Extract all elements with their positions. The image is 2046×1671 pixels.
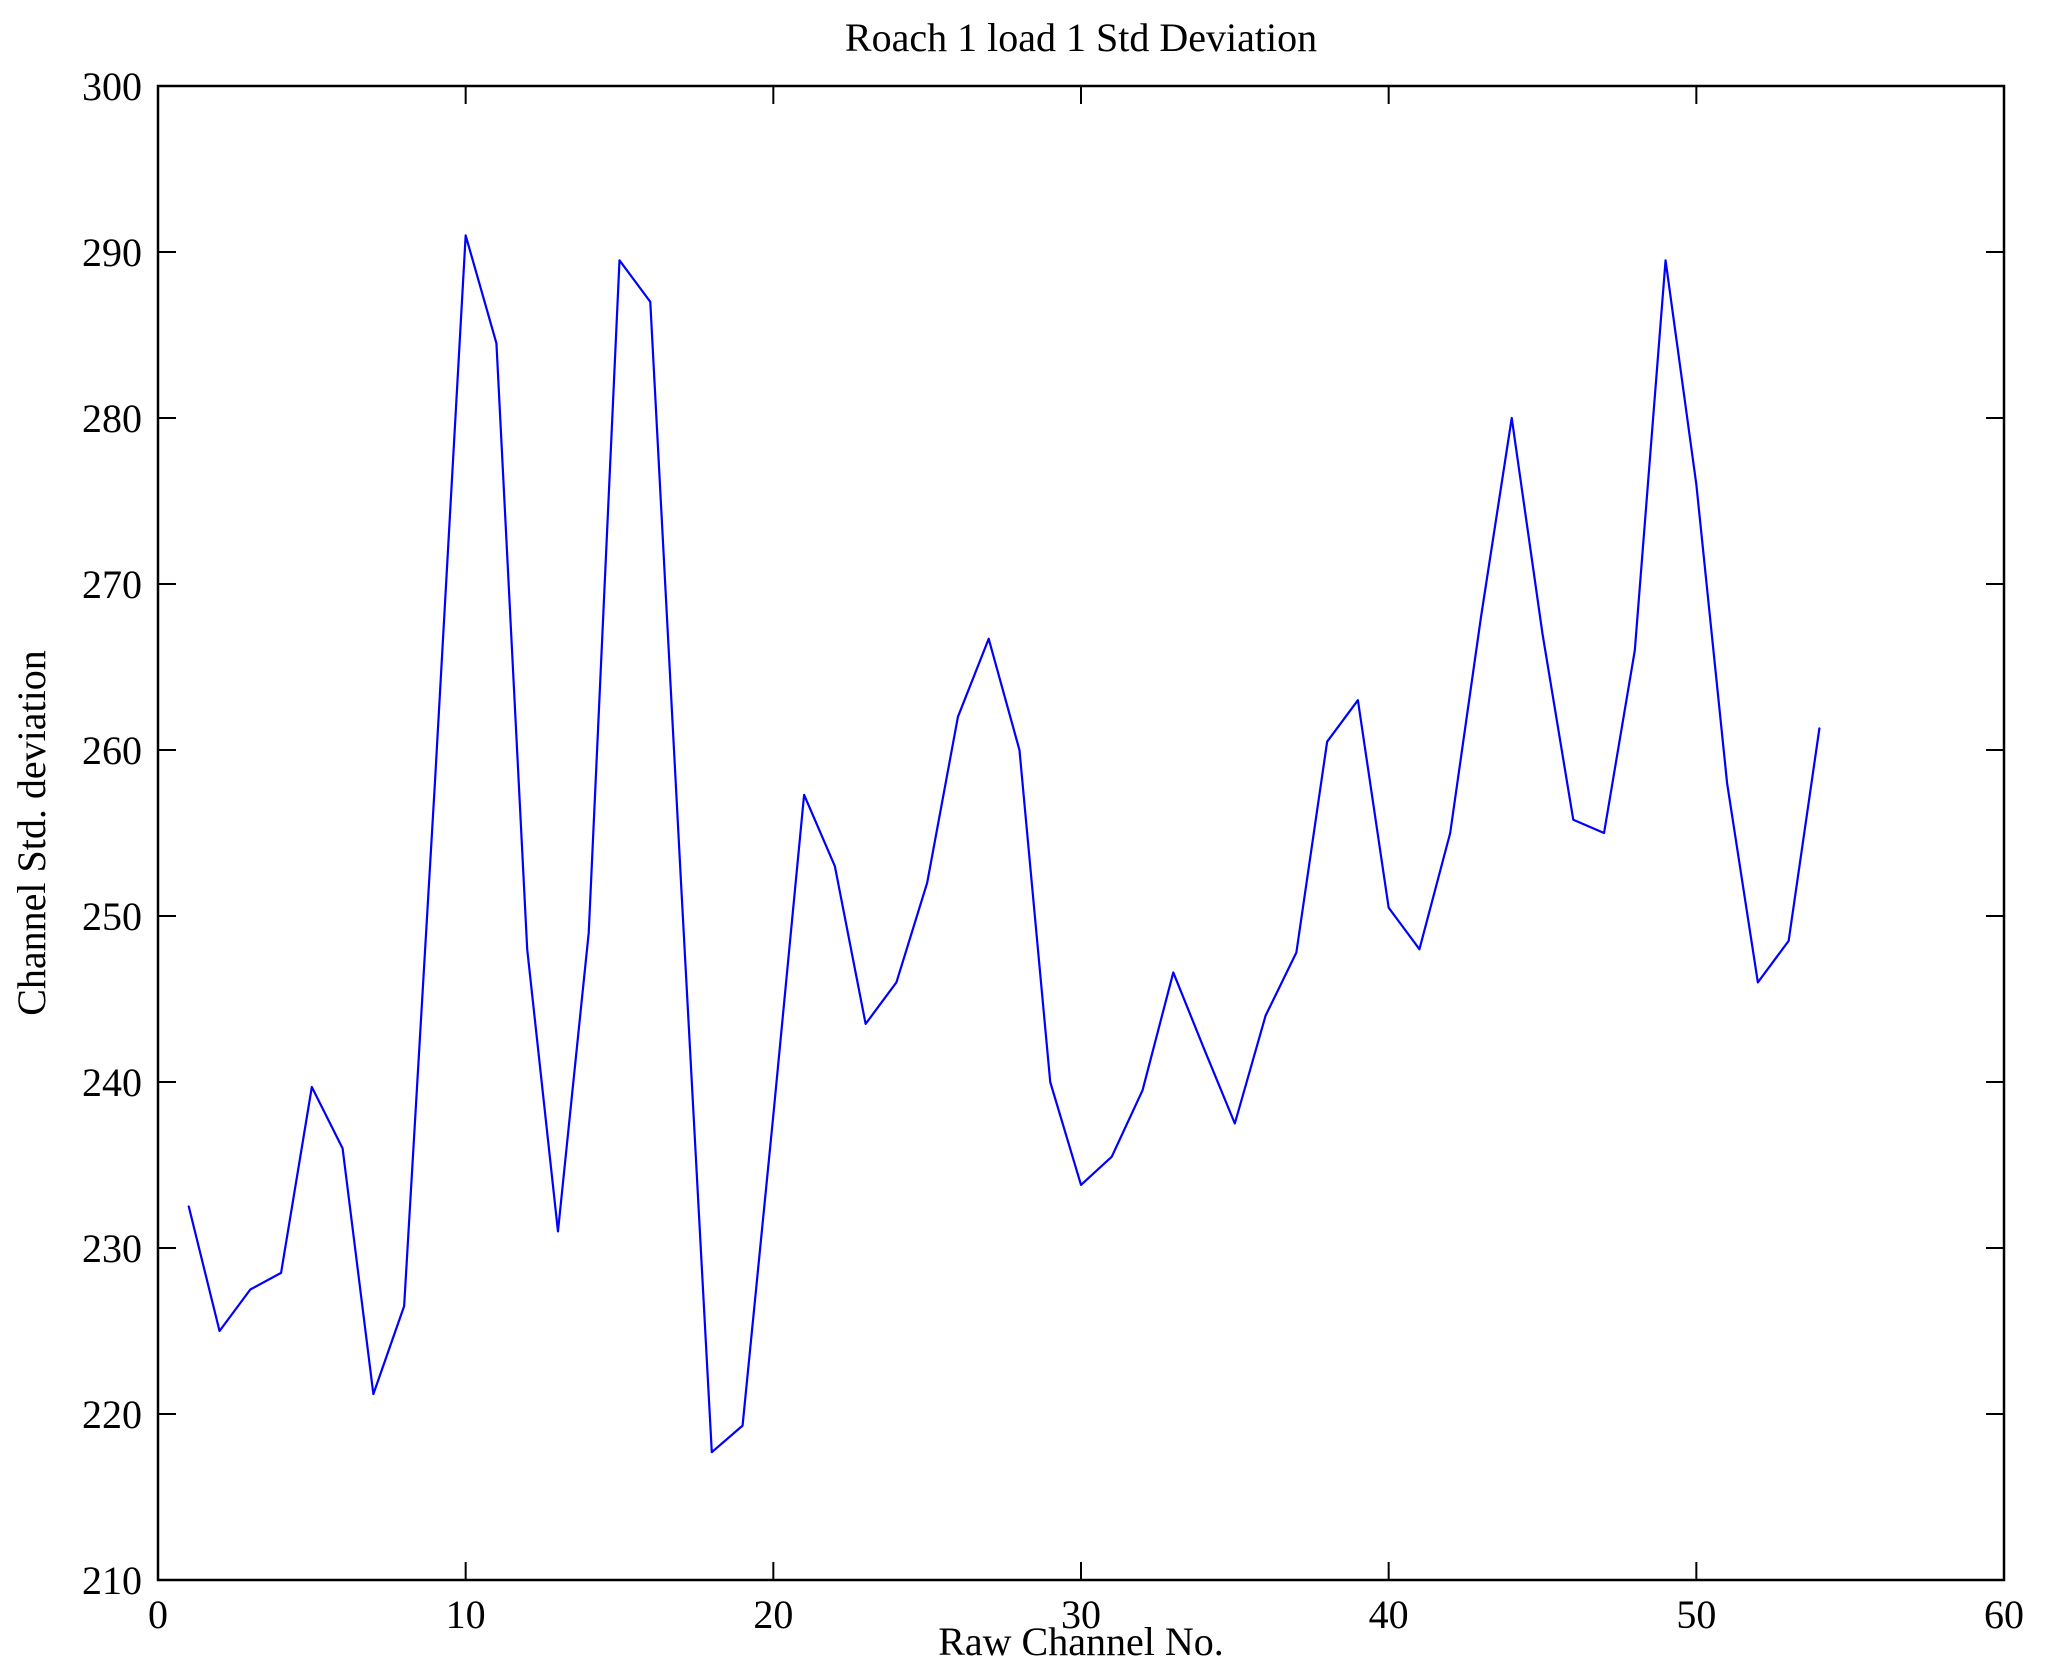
y-tick-label: 280 bbox=[82, 396, 142, 441]
y-tick-label: 270 bbox=[82, 562, 142, 607]
plot-frame bbox=[156, 84, 2006, 1582]
x-tick-label: 10 bbox=[446, 1592, 486, 1637]
y-tick-label: 300 bbox=[82, 64, 142, 109]
x-tick-label: 30 bbox=[1061, 1592, 1101, 1637]
x-tick-label: 20 bbox=[753, 1592, 793, 1637]
y-tick-label: 240 bbox=[82, 1060, 142, 1105]
y-tick-label: 250 bbox=[82, 894, 142, 939]
y-tick-label: 290 bbox=[82, 230, 142, 275]
y-tick-label: 230 bbox=[82, 1226, 142, 1271]
y-tick-label: 260 bbox=[82, 728, 142, 773]
x-tick-label: 40 bbox=[1369, 1592, 1409, 1637]
x-tick-label: 50 bbox=[1676, 1592, 1716, 1637]
chart-title: Roach 1 load 1 Std Deviation bbox=[844, 15, 1318, 60]
x-tick-label: 0 bbox=[148, 1592, 168, 1637]
x-tick-label: 60 bbox=[1984, 1592, 2024, 1637]
y-tick-label: 210 bbox=[82, 1558, 142, 1603]
data-line bbox=[187, 234, 1821, 1454]
x-axis-label: Raw Channel No. bbox=[938, 1619, 1224, 1664]
y-tick-label: 220 bbox=[82, 1392, 142, 1437]
